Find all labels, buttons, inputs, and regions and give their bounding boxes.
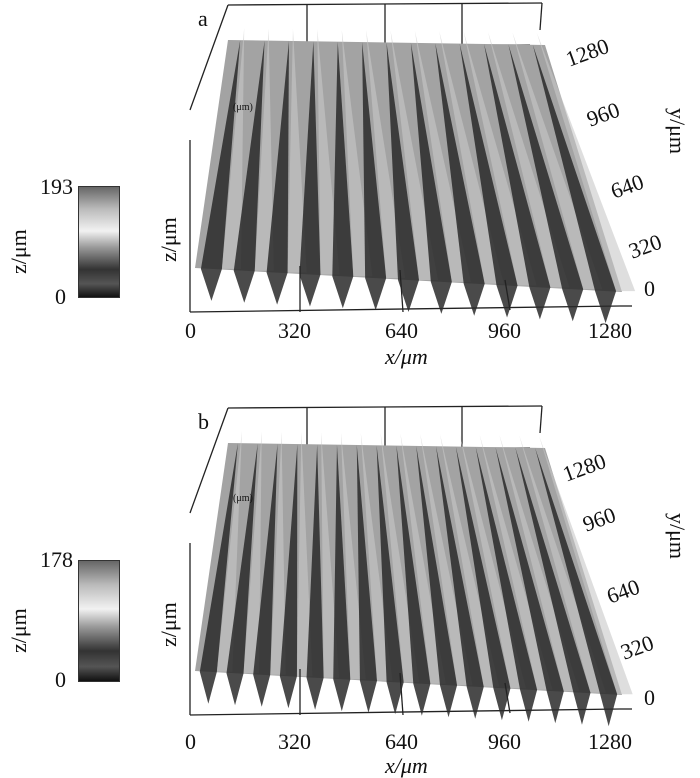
x-tick-a: 640 — [385, 318, 418, 343]
ridge-peak — [536, 32, 636, 292]
ridge-peak — [287, 28, 307, 273]
ridge-valley — [333, 444, 351, 712]
x-axis-line — [189, 305, 621, 313]
ridge-valley — [362, 42, 387, 311]
y-axis-label-a: y/μm — [665, 108, 690, 155]
ridge-peak — [317, 29, 340, 275]
ridge-valley — [436, 446, 484, 719]
ridge-peak — [254, 28, 274, 271]
ridge-valley — [508, 44, 584, 322]
x-tick-a: 960 — [488, 318, 521, 343]
ridge-valley — [233, 40, 265, 303]
z-axis-label-a: z/μm — [156, 217, 181, 262]
colorbar-label-a: z/μm — [6, 229, 31, 274]
ridge-valley — [226, 443, 258, 706]
ridge-valley — [386, 42, 420, 312]
ridge-valley — [435, 43, 485, 316]
ridge-peak — [512, 32, 603, 290]
x-axis-label-b: x/μm — [385, 753, 428, 778]
ridge-peak — [243, 431, 262, 674]
colorbar-label-b: z/μm — [6, 608, 31, 653]
ridge-valley — [299, 41, 321, 307]
ridge-peak — [463, 31, 537, 286]
colorbar-b — [78, 560, 120, 682]
box-edge — [539, 405, 543, 434]
ridge-peak — [296, 432, 313, 677]
ridge-valley — [332, 41, 354, 309]
unit-label-a: (μm) — [233, 102, 253, 113]
y-tick-b: 0 — [644, 685, 655, 710]
ridge-valley — [416, 445, 458, 718]
ridge-peak — [539, 435, 633, 695]
box-edge — [189, 407, 229, 514]
grid-line — [504, 279, 511, 311]
colorbar-min-a: 0 — [55, 284, 66, 309]
ridge-valley — [535, 447, 618, 727]
x-tick-b: 640 — [385, 729, 418, 754]
ridge-valley — [376, 445, 404, 715]
ridge-valley — [279, 444, 298, 709]
ridge-valley — [396, 445, 431, 716]
colorbar-min-b: 0 — [55, 667, 66, 692]
panel-label-a: a — [198, 6, 208, 31]
colorbar-max-a: 193 — [40, 174, 73, 199]
x-axis-line — [189, 708, 621, 716]
ridge-valley — [459, 43, 518, 318]
y-tick-a: 0 — [644, 276, 655, 301]
z-axis-label-b: z/μm — [156, 602, 181, 647]
ridge-valley — [199, 443, 238, 704]
ridge-peak — [216, 431, 242, 672]
panel-label-b: b — [198, 409, 209, 434]
x-tick-b: 960 — [488, 729, 521, 754]
panel-b: 178 0 z/μm b (μm) z/μm 0 320 640 960 128… — [0, 389, 700, 778]
surface-plot-a — [189, 2, 636, 324]
box-edge — [539, 2, 543, 31]
ridge-valley — [484, 44, 551, 320]
x-tick-b: 0 — [185, 729, 196, 754]
ridge-valley — [515, 447, 591, 725]
colorbar-max-b: 178 — [40, 547, 73, 572]
ridge-peak — [270, 431, 286, 675]
x-tick-a: 320 — [278, 318, 311, 343]
ridge-valley — [306, 444, 324, 710]
ridge-valley — [475, 446, 538, 722]
x-tick-b: 320 — [278, 729, 311, 754]
ridge-valley — [495, 447, 564, 724]
ridge-valley — [253, 443, 278, 707]
ridge-peak — [366, 30, 406, 279]
grid-line — [399, 269, 404, 313]
grid-line — [504, 682, 511, 714]
y-axis-label-b: y/μm — [665, 513, 690, 560]
ridge-valley — [200, 40, 241, 301]
x-tick-a: 0 — [185, 318, 196, 343]
unit-label-b: (μm) — [233, 493, 253, 504]
x-tick-a: 1280 — [588, 318, 632, 343]
grid-line — [399, 672, 404, 716]
ridge-peak — [341, 29, 373, 277]
ridge-valley — [356, 445, 378, 713]
x-tick-b: 1280 — [588, 729, 632, 754]
panel-a: 193 0 z/μm a (μm) z/μm 0 320 640 960 128… — [6, 2, 690, 369]
colorbar-a — [78, 186, 120, 298]
ridge-peak — [221, 28, 245, 269]
ridge-valley — [266, 40, 289, 305]
ridge-valley — [410, 42, 452, 314]
ridge-valley — [532, 44, 617, 324]
box-edge — [189, 4, 229, 111]
x-axis-label-a: x/μm — [385, 344, 428, 369]
ridge-valley — [455, 446, 511, 721]
surface-plot-b — [189, 405, 633, 727]
